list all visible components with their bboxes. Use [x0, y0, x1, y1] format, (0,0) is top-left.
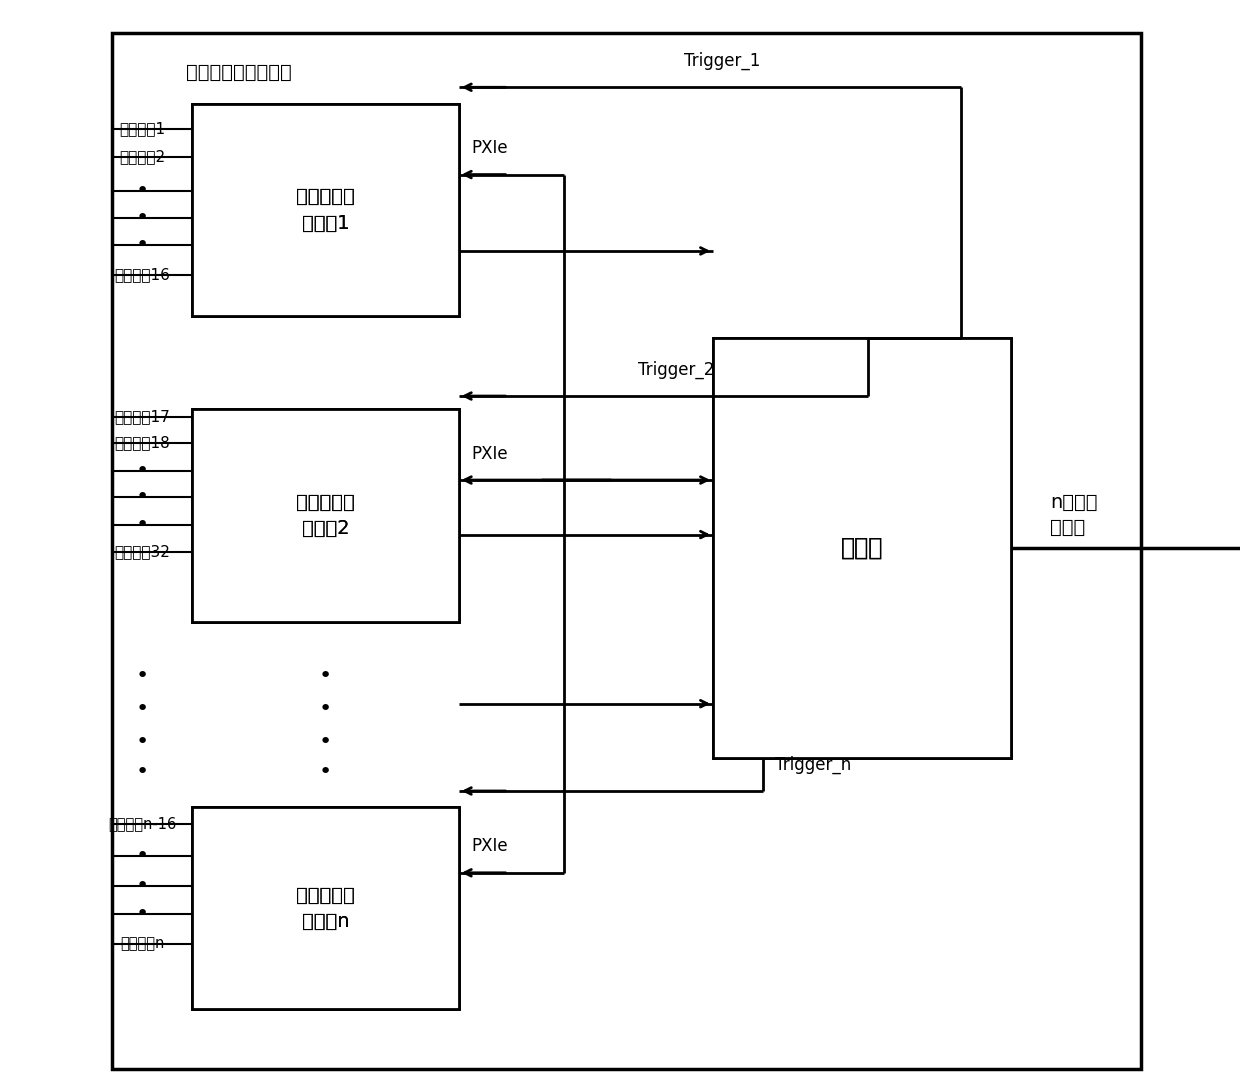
Text: 处理器: 处理器 — [841, 537, 883, 560]
Text: 多通道中频接收装置: 多通道中频接收装置 — [186, 63, 291, 82]
Text: •: • — [319, 667, 332, 686]
Text: n通道数
据输出: n通道数 据输出 — [1050, 493, 1097, 538]
Text: •: • — [136, 904, 149, 924]
Text: •: • — [136, 488, 149, 507]
Text: Trigger_n: Trigger_n — [775, 755, 851, 774]
Text: 中频采集处
理板卡n: 中频采集处 理板卡n — [296, 886, 355, 931]
Text: •: • — [136, 515, 149, 535]
Text: •: • — [136, 236, 149, 255]
Text: PXIe: PXIe — [471, 140, 508, 157]
Text: •: • — [136, 876, 149, 896]
Text: •: • — [136, 847, 149, 866]
Text: 中频通道32: 中频通道32 — [114, 544, 171, 560]
Text: 中频通道2: 中频通道2 — [119, 149, 166, 165]
Bar — [192, 807, 459, 1009]
Bar — [192, 104, 459, 316]
Bar — [192, 409, 459, 622]
Text: •: • — [136, 732, 149, 752]
Bar — [112, 33, 1141, 1069]
Text: 中频通道n-16: 中频通道n-16 — [108, 816, 177, 831]
Text: •: • — [136, 699, 149, 719]
Text: •: • — [136, 461, 149, 481]
Text: •: • — [319, 763, 332, 782]
Bar — [192, 104, 459, 316]
Text: 中频通道17: 中频通道17 — [115, 409, 170, 424]
Text: Trigger_2: Trigger_2 — [637, 360, 714, 379]
Text: 中频通道18: 中频通道18 — [115, 435, 170, 451]
Text: •: • — [136, 667, 149, 686]
Text: 中频采集处
理板卡2: 中频采集处 理板卡2 — [296, 493, 355, 538]
Text: 中频通道16: 中频通道16 — [114, 267, 171, 283]
Text: PXIe: PXIe — [471, 838, 508, 855]
Text: •: • — [136, 208, 149, 228]
Text: 中频采集处
理板卡1: 中频采集处 理板卡1 — [296, 188, 355, 232]
Text: 中频通道n: 中频通道n — [120, 936, 165, 951]
Text: Trigger_1: Trigger_1 — [684, 51, 760, 70]
Text: •: • — [136, 763, 149, 782]
Bar — [192, 409, 459, 622]
Bar — [713, 338, 1011, 758]
Text: 中频采集处
理板卡2: 中频采集处 理板卡2 — [296, 493, 355, 538]
Bar — [713, 338, 1011, 758]
Text: •: • — [136, 181, 149, 201]
Text: •: • — [319, 732, 332, 752]
Text: 处理器: 处理器 — [841, 537, 883, 560]
Text: PXIe: PXIe — [471, 445, 508, 463]
Text: •: • — [319, 699, 332, 719]
Text: 中频采集处
理板卡n: 中频采集处 理板卡n — [296, 886, 355, 931]
Text: 中频通道1: 中频通道1 — [119, 121, 166, 136]
Bar — [192, 807, 459, 1009]
Text: 中频采集处
理板卡1: 中频采集处 理板卡1 — [296, 188, 355, 232]
